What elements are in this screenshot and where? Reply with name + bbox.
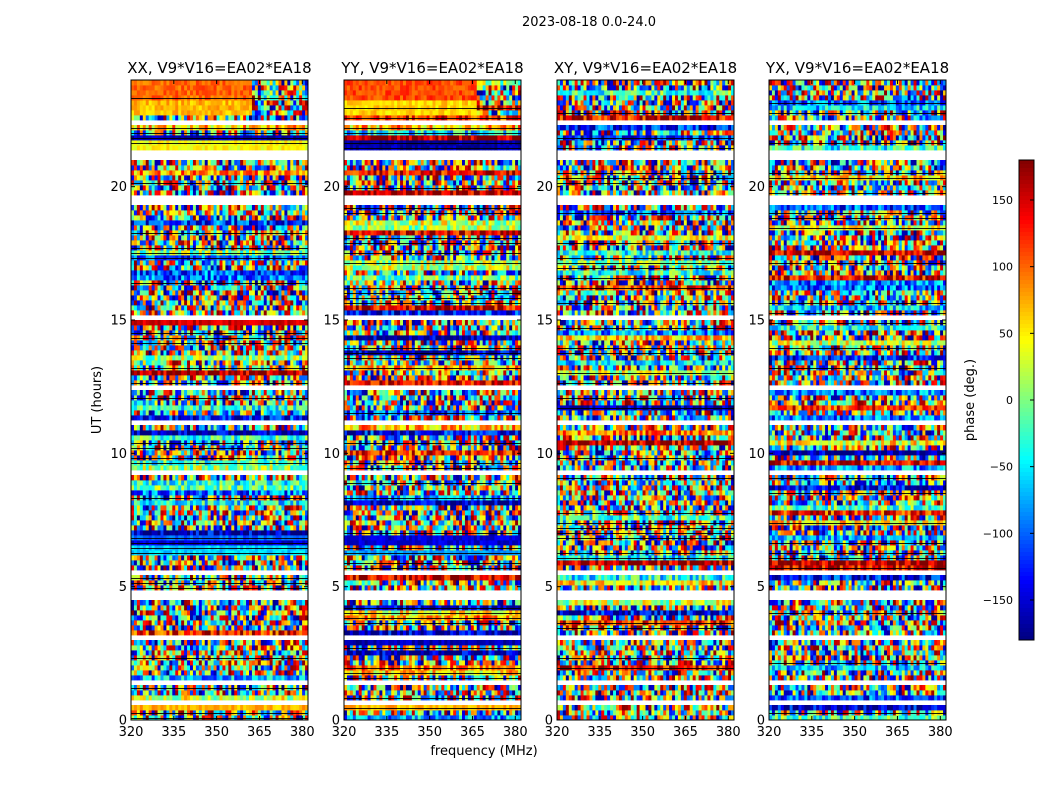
panels-group: XX, V9*V16=EA02*EA18 320 335 350 365 380 0 5 10 1… <box>110 59 952 740</box>
colorbar-gradient <box>1019 160 1034 641</box>
panel-2: YY, V9*V16=EA02*EA18 320 335 350 365 380 0 5 10 1… <box>323 59 527 740</box>
x-tick-label: 365 <box>673 725 698 740</box>
panel-title: XX, V9*V16=EA02*EA18 <box>127 59 311 77</box>
panel-3: XY, V9*V16=EA02*EA18 320 335 350 365 380 0 5 10 1… <box>536 59 740 740</box>
panel-frame <box>768 79 947 721</box>
x-tick-label: 380 <box>503 725 528 740</box>
y-tick-label: 15 <box>110 314 127 329</box>
y-tick-label: 0 <box>119 714 127 729</box>
x-tick-label: 320 <box>119 725 144 740</box>
colorbar-tick-label: −150 <box>983 594 1013 607</box>
y-tick-label: 5 <box>545 580 553 595</box>
heatmap-cells <box>344 80 521 720</box>
y-tick-label: 5 <box>757 580 765 595</box>
colorbar-tick-label: −50 <box>990 461 1013 474</box>
y-tick-label: 10 <box>748 447 765 462</box>
y-tick-label: 5 <box>332 580 340 595</box>
panel-4: YX, V9*V16=EA02*EA18 320 335 350 365 380 0 5 10 1… <box>748 59 952 740</box>
x-tick-label: 380 <box>290 725 315 740</box>
x-tick-label: 320 <box>757 725 782 740</box>
figure-title: 2023-08-18 0.0-24.0 <box>522 15 656 30</box>
x-axis-label: frequency (MHz) <box>430 744 537 759</box>
panel-title: XY, V9*V16=EA02*EA18 <box>554 59 737 77</box>
colorbar: 150 100 50 0 −50 −100 −150 <box>983 159 1035 641</box>
x-tick-label: 350 <box>204 725 229 740</box>
y-tick-label: 15 <box>536 314 553 329</box>
panel-title: YY, V9*V16=EA02*EA18 <box>340 59 523 77</box>
panel-1: XX, V9*V16=EA02*EA18 320 335 350 365 380 0 5 10 1… <box>110 59 314 740</box>
x-tick-label: 335 <box>799 725 824 740</box>
colorbar-tick-label: 100 <box>992 261 1013 274</box>
heatmap-cells <box>557 80 734 720</box>
x-tick-label: 335 <box>161 725 186 740</box>
y-tick-label: 5 <box>119 580 127 595</box>
y-tick-label: 0 <box>545 714 553 729</box>
colorbar-tick-label: 150 <box>992 194 1013 207</box>
colorbar-tick-label: 50 <box>999 327 1013 340</box>
y-tick-label: 10 <box>536 447 553 462</box>
x-tick-label: 365 <box>247 725 272 740</box>
y-tick-label: 15 <box>748 314 765 329</box>
y-tick-label: 20 <box>110 180 127 195</box>
x-tick-label: 335 <box>374 725 399 740</box>
x-tick-label: 380 <box>928 725 953 740</box>
panel-frame <box>556 79 735 721</box>
heatmap-cells <box>131 80 308 720</box>
colorbar-tick-label: 0 <box>1006 394 1013 407</box>
y-tick-label: 20 <box>748 180 765 195</box>
y-tick-label: 15 <box>323 314 340 329</box>
colorbar-tick-label: −100 <box>983 527 1013 540</box>
x-tick-label: 320 <box>545 725 570 740</box>
heatmap-cells <box>769 80 946 720</box>
y-tick-label: 20 <box>323 180 340 195</box>
panel-title: YX, V9*V16=EA02*EA18 <box>765 59 949 77</box>
x-tick-label: 365 <box>460 725 485 740</box>
x-tick-label: 350 <box>630 725 655 740</box>
colorbar-label: phase (deg.) <box>963 359 978 441</box>
y-tick-label: 20 <box>536 180 553 195</box>
y-axis-label: UT (hours) <box>90 366 105 434</box>
x-tick-label: 350 <box>417 725 442 740</box>
y-tick-label: 10 <box>110 447 127 462</box>
x-tick-label: 350 <box>842 725 867 740</box>
x-tick-label: 365 <box>885 725 910 740</box>
y-tick-label: 0 <box>332 714 340 729</box>
x-tick-label: 380 <box>716 725 741 740</box>
panel-frame <box>343 79 522 721</box>
x-tick-label: 320 <box>332 725 357 740</box>
y-tick-label: 0 <box>757 714 765 729</box>
panel-frame <box>130 79 309 721</box>
y-tick-label: 10 <box>323 447 340 462</box>
x-tick-label: 335 <box>587 725 612 740</box>
